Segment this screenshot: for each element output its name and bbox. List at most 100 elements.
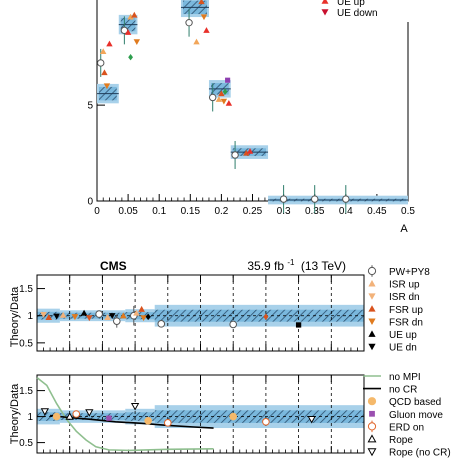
prediction-marker (97, 59, 105, 67)
ratio-marker-shape (164, 419, 172, 427)
prediction-marker-shape (215, 96, 223, 102)
ratio-1-plot-area: 0.5 1 1.5 (19, 274, 365, 352)
legend-label: ERD on (389, 422, 424, 433)
prediction-marker (106, 40, 113, 47)
ratio-marker (108, 313, 116, 320)
ratio-marker (45, 314, 53, 320)
ratio-stat-band (37, 412, 60, 421)
legend-marker (367, 397, 377, 406)
legend-label: Rope (389, 435, 413, 446)
legend-label: FSR dn (389, 317, 423, 328)
x-tick-label: 0.45 (367, 206, 387, 217)
prediction-marker (100, 48, 107, 55)
y-tick-label: 1.5 (19, 284, 33, 295)
legend-marker-shape (368, 293, 376, 300)
ratio-marker (138, 305, 145, 312)
ratio-marker (59, 311, 67, 318)
prediction-marker-shape (198, 0, 205, 5)
prediction-marker (133, 39, 141, 46)
ratio-marker-shape (53, 313, 60, 320)
prediction-marker (200, 14, 208, 21)
ratio-marker-shape (40, 408, 49, 416)
ratio-marker-shape (104, 314, 111, 320)
prediction-marker-shape (131, 11, 138, 18)
prediction-marker (215, 96, 223, 102)
legend-marker-shape (321, 0, 329, 4)
y-tick-label: 0 (87, 197, 93, 208)
energy-label: (13 TeV) (301, 259, 346, 273)
ratio-marker (263, 313, 269, 321)
x-tick-label: 0.5 (401, 206, 415, 217)
legend-label: PW+PY8 (389, 267, 430, 278)
prediction-marker-shape (225, 77, 231, 83)
ratio-marker (86, 315, 93, 322)
ratio-marker (262, 418, 270, 426)
ratio-marker-shape (95, 310, 103, 318)
ratio-marker (164, 419, 172, 427)
legend-marker (368, 330, 376, 337)
legend-marker-shape (367, 397, 377, 406)
ratio-marker-shape (157, 320, 166, 328)
ratio-marker-shape (263, 313, 269, 321)
prediction-marker (203, 27, 210, 33)
ratio-marker-shape (112, 317, 121, 325)
ratio-marker-shape (130, 403, 140, 411)
ratio-marker (140, 315, 147, 322)
legend-marker-shape (368, 280, 376, 287)
prediction-marker (225, 100, 233, 106)
legend-label: UE up (337, 0, 365, 8)
ratio-2-plot-area: 0.5 1 1.5 (19, 374, 365, 454)
ratio-marker (53, 313, 60, 320)
legend-label: UE up (389, 330, 417, 341)
prediction-marker-shape (246, 147, 254, 154)
prediction-marker-shape (218, 90, 225, 97)
legend-background (317, 0, 412, 22)
ratio-marker (95, 310, 103, 318)
ratio-marker-shape (59, 311, 67, 318)
legend-marker-shape (321, 9, 329, 16)
prediction-marker-shape (128, 53, 133, 61)
ratio-marker (80, 309, 88, 316)
main-panel: 0 0.05 0.1 0.15 0.2 0.25 0.3 0.35 0.4 0.45 0.505 A (87, 0, 415, 235)
ratio-marker-shape (307, 416, 316, 424)
legend-marker-shape (368, 330, 376, 337)
prediction-marker-shape (193, 38, 200, 45)
ratio-marker (85, 409, 94, 417)
ratio-marker (65, 412, 74, 420)
legend-label: ISR up (389, 280, 420, 291)
ratio-marker-shape (72, 410, 81, 418)
ratio-marker-shape (140, 315, 147, 322)
legend-marker (369, 410, 375, 417)
prediction-marker-shape (185, 18, 193, 27)
prediction-marker (185, 18, 193, 27)
prediction-marker (198, 0, 205, 5)
legend-label: no CR (389, 385, 417, 396)
ratio-marker (130, 403, 140, 411)
ratio-marker-shape (65, 412, 74, 420)
prediction-marker-shape (243, 149, 250, 156)
prediction-marker-shape (222, 88, 228, 95)
ratio-marker-shape (229, 320, 237, 329)
legend-marker-shape (368, 305, 376, 312)
ratio-panel-1: CMS 35.9 fb -1 (13 TeV) 0.5 1 1.5 Theory/D… (9, 258, 430, 354)
prediction-marker (218, 90, 225, 97)
x-tick-label: 0.15 (181, 206, 201, 217)
ratio-series-line (49, 414, 214, 429)
prediction-marker (222, 88, 228, 95)
prediction-marker (103, 83, 111, 90)
ratio-marker-shape (85, 409, 94, 417)
cms-label: CMS (100, 259, 127, 273)
y-tick-label: 1 (27, 412, 33, 423)
ratio-marker-shape (262, 418, 270, 426)
prediction-marker (128, 53, 133, 61)
prediction-marker (342, 195, 350, 203)
x-tick-label: 0.05 (118, 206, 138, 217)
legend-marker (367, 448, 377, 457)
legend-label: QCD based (389, 397, 441, 408)
prediction-marker-shape (127, 13, 134, 20)
y-tick-label: 1 (27, 311, 33, 322)
